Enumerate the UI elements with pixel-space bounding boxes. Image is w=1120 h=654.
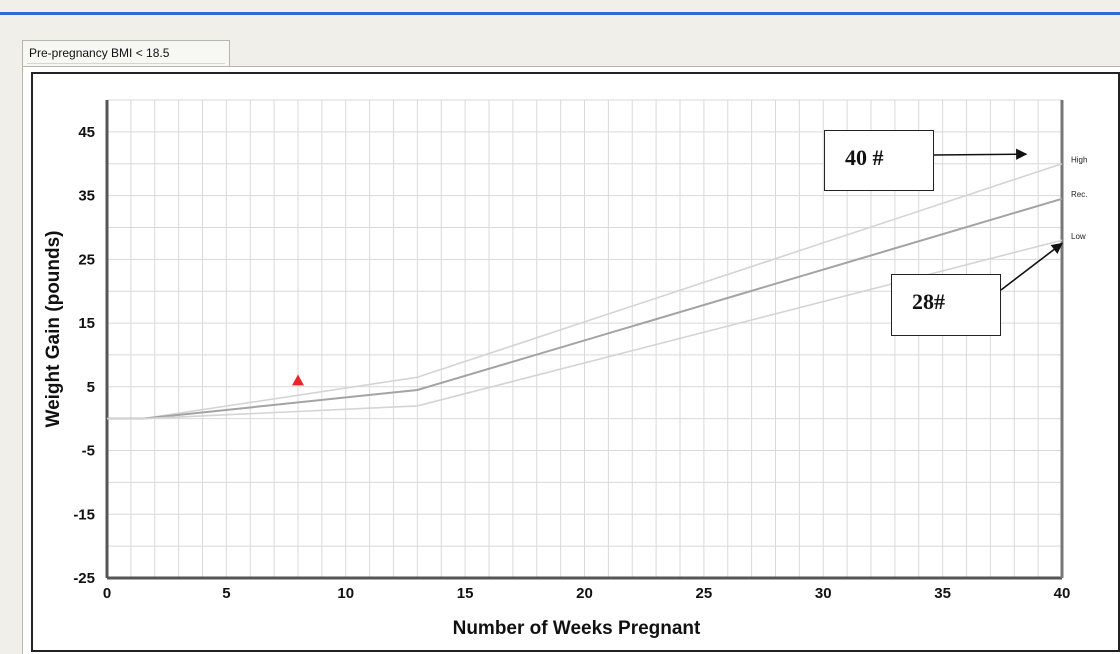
x-tick-label: 30 xyxy=(815,585,832,602)
y-tick-label: -25 xyxy=(73,570,95,587)
annotation-arrow-40 xyxy=(933,148,1028,160)
x-tick-label: 0 xyxy=(103,585,111,602)
x-tick-label: 35 xyxy=(934,585,951,602)
annotation-28-lbs: 28# xyxy=(891,274,1001,336)
y-tick-label: 15 xyxy=(78,315,95,332)
x-tick-label: 40 xyxy=(1054,585,1071,602)
x-tick-label: 20 xyxy=(576,585,593,602)
tab-underline xyxy=(27,63,225,64)
x-tick-label: 15 xyxy=(457,585,474,602)
y-tick-label: -5 xyxy=(82,443,95,460)
tab-pre-pregnancy-bmi[interactable]: Pre-pregnancy BMI < 18.5 xyxy=(22,40,230,66)
window-top-border xyxy=(0,0,1120,15)
x-tick-label: 25 xyxy=(696,585,713,602)
series-line-low xyxy=(107,239,1063,420)
series-label-low: Low xyxy=(1071,232,1086,241)
x-tick-label: 5 xyxy=(222,585,230,602)
annotation-40-lbs: 40 # xyxy=(824,130,934,191)
x-axis-title: Number of Weeks Pregnant xyxy=(453,618,701,639)
y-tick-label: 35 xyxy=(78,188,95,205)
annotation-40-text: 40 # xyxy=(845,145,884,170)
annotation-arrow-28 xyxy=(1000,242,1063,291)
series-label-rec: Rec. xyxy=(1071,190,1087,199)
x-tick-label: 10 xyxy=(337,585,354,602)
y-axis-title: Weight Gain (pounds) xyxy=(43,230,64,427)
annotation-28-text: 28# xyxy=(912,289,945,314)
y-tick-label: 45 xyxy=(78,124,95,141)
tab-label: Pre-pregnancy BMI < 18.5 xyxy=(29,46,170,60)
y-tick-label: 25 xyxy=(78,251,95,268)
y-tick-label: -15 xyxy=(73,506,95,523)
y-tick-label: 5 xyxy=(87,379,95,396)
chart-frame xyxy=(31,72,1120,652)
series-label-high: High xyxy=(1071,156,1087,165)
data-point-triangle-marker xyxy=(292,374,304,386)
